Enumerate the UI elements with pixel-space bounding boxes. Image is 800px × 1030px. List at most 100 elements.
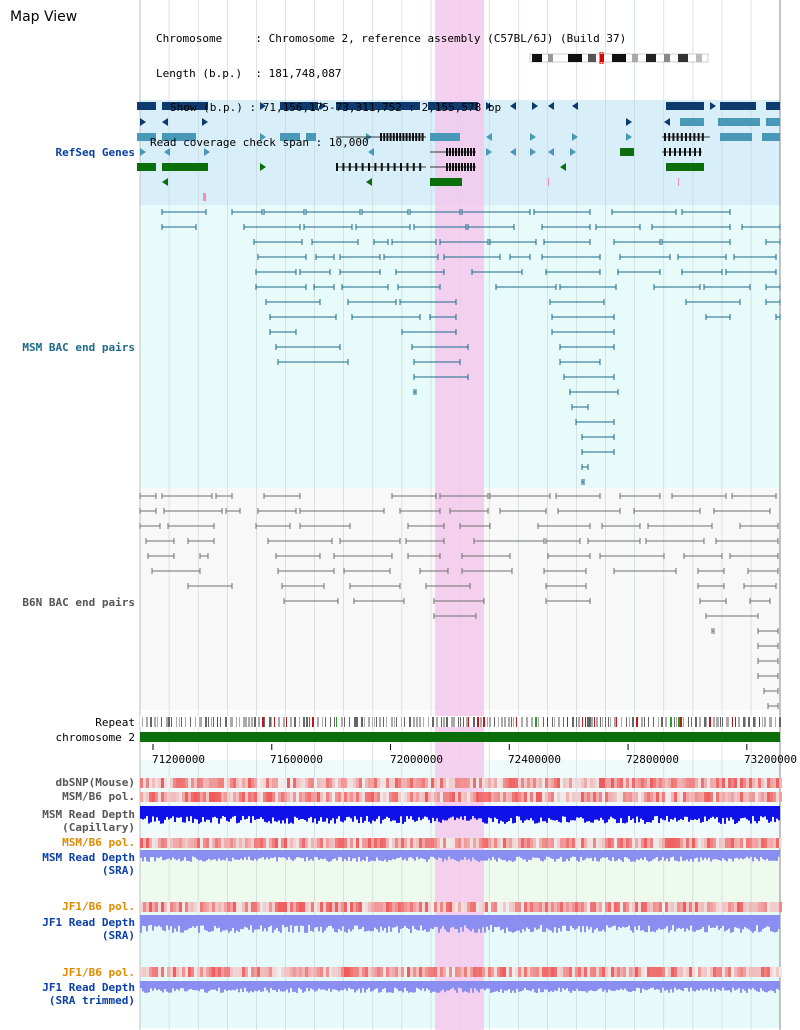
refseq-gene-strand-marker[interactable] xyxy=(532,102,538,110)
msm-depth-sra-bar xyxy=(294,850,296,860)
dbsnp-cell xyxy=(356,778,359,788)
repeat-element xyxy=(605,717,606,727)
refseq-gene-strand-marker[interactable] xyxy=(626,118,632,126)
refseq-exon xyxy=(699,148,701,156)
refseq-gene[interactable] xyxy=(766,118,780,126)
refseq-gene-strand-marker[interactable] xyxy=(260,133,266,141)
msm-depth-capillary-bar xyxy=(530,806,532,819)
refseq-gene-strand-marker[interactable] xyxy=(140,148,146,156)
refseq-gene[interactable] xyxy=(666,163,704,171)
refseq-gene-strand-marker[interactable] xyxy=(164,148,170,156)
refseq-gene[interactable] xyxy=(718,118,760,126)
refseq-gene[interactable] xyxy=(766,102,780,110)
chromosome-bar[interactable] xyxy=(140,732,780,742)
refseq-gene-strand-marker[interactable] xyxy=(626,133,632,141)
refseq-gene-strand-marker[interactable] xyxy=(486,148,492,156)
refseq-gene-strand-marker[interactable] xyxy=(320,102,326,110)
track-label-refseq[interactable]: RefSeq Genes xyxy=(55,146,135,159)
dbsnp-cell xyxy=(401,778,404,788)
refseq-gene[interactable] xyxy=(137,102,156,110)
dbsnp-cell xyxy=(590,778,593,788)
refseq-gene-strand-marker[interactable] xyxy=(572,102,578,110)
refseq-gene[interactable] xyxy=(280,133,300,141)
refseq-gene-strand-marker[interactable] xyxy=(530,133,536,141)
refseq-gene-strand-marker[interactable] xyxy=(366,178,372,186)
refseq-gene-strand-marker[interactable] xyxy=(570,148,576,156)
msm-b6-pol-cell xyxy=(620,792,623,802)
jf1-depth-sra-bar xyxy=(202,915,204,926)
refseq-gene[interactable] xyxy=(430,178,462,186)
refseq-gene-strand-marker[interactable] xyxy=(204,148,210,156)
jf1-b6-pol-cell xyxy=(479,902,482,912)
refseq-gene[interactable] xyxy=(336,102,420,110)
refseq-gene[interactable] xyxy=(137,133,156,141)
refseq-gene-strand-marker[interactable] xyxy=(140,118,146,126)
jf1-depth-sra-bar xyxy=(320,915,322,927)
refseq-gene-strand-marker[interactable] xyxy=(260,163,266,171)
refseq-gene-strand-marker[interactable] xyxy=(530,148,536,156)
refseq-gene-strand-marker[interactable] xyxy=(486,102,492,110)
dbsnp-cell xyxy=(419,778,422,788)
msm-depth-capillary-bar xyxy=(596,806,598,820)
refseq-gene-strand-marker[interactable] xyxy=(572,133,578,141)
refseq-gene-strand-marker[interactable] xyxy=(368,148,374,156)
repeat-element xyxy=(453,717,455,727)
jf1-b6-pol-2-cell xyxy=(272,967,275,977)
msm-depth-sra-bar xyxy=(366,850,368,857)
refseq-gene-strand-marker[interactable] xyxy=(560,163,566,171)
msm-b6-pol-sra-cell xyxy=(365,838,368,848)
refseq-gene-strand-marker[interactable] xyxy=(710,102,716,110)
refseq-gene-strand-marker[interactable] xyxy=(510,148,516,156)
jf1-b6-pol-2-cell xyxy=(575,967,578,977)
refseq-gene-strand-marker[interactable] xyxy=(664,118,670,126)
refseq-gene[interactable] xyxy=(720,102,756,110)
jf1-depth-trimmed-bar xyxy=(538,981,540,989)
refseq-gene[interactable] xyxy=(620,148,634,156)
msm-depth-capillary-bar xyxy=(744,806,746,818)
dbsnp-cell xyxy=(482,778,485,788)
info-block: Chromosome : Chromosome 2, reference ass… xyxy=(150,32,627,149)
refseq-gene[interactable] xyxy=(762,133,780,141)
refseq-gene-strand-marker[interactable] xyxy=(162,178,168,186)
refseq-gene[interactable] xyxy=(428,102,478,110)
jf1-depth-trimmed-bar xyxy=(322,981,324,990)
refseq-gene[interactable] xyxy=(306,133,316,141)
jf1-depth-trimmed-bar xyxy=(624,981,626,989)
jf1-depth-sra-bar xyxy=(500,915,502,931)
jf1-depth-sra-bar xyxy=(608,915,610,928)
repeat-element xyxy=(699,717,701,727)
refseq-gene-strand-marker[interactable] xyxy=(486,133,492,141)
refseq-gene[interactable] xyxy=(137,163,156,171)
refseq-gene-strand-marker[interactable] xyxy=(260,102,266,110)
msm-b6-pol-cell xyxy=(695,792,698,802)
refseq-gene[interactable] xyxy=(720,133,752,141)
repeat-element xyxy=(608,717,609,727)
msm-b6-pol-cell xyxy=(323,792,326,802)
msm-depth-capillary-bar xyxy=(564,806,566,817)
chromosome-ideogram[interactable] xyxy=(528,52,712,64)
refseq-gene[interactable] xyxy=(162,163,208,171)
jf1-b6-pol-2-cell xyxy=(668,967,671,977)
refseq-gene[interactable] xyxy=(430,133,460,141)
refseq-gene[interactable] xyxy=(666,102,704,110)
refseq-gene[interactable] xyxy=(162,133,196,141)
msm-b6-pol-sra-cell xyxy=(707,838,710,848)
refseq-gene[interactable] xyxy=(162,102,208,110)
refseq-gene[interactable] xyxy=(280,102,318,110)
refseq-gene-strand-marker[interactable] xyxy=(548,148,554,156)
jf1-b6-pol-2-cell xyxy=(491,967,494,977)
jf1-b6-pol-2-cell xyxy=(413,967,416,977)
jf1-depth-sra-bar xyxy=(526,915,528,928)
refseq-gene[interactable] xyxy=(680,118,704,126)
jf1-b6-pol-cell xyxy=(632,902,635,912)
refseq-gene-strand-marker[interactable] xyxy=(202,118,208,126)
msm-depth-sra-bar xyxy=(404,850,406,859)
msm-depth-sra-bar xyxy=(778,850,780,857)
msm-depth-sra-bar xyxy=(752,850,754,862)
refseq-gene-strand-marker[interactable] xyxy=(162,118,168,126)
refseq-gene-strand-marker[interactable] xyxy=(548,102,554,110)
track-label-b6n-bac[interactable]: B6N BAC end pairs xyxy=(22,596,135,609)
refseq-gene-strand-marker[interactable] xyxy=(510,102,516,110)
track-label-msm-bac[interactable]: MSM BAC end pairs xyxy=(22,341,135,354)
